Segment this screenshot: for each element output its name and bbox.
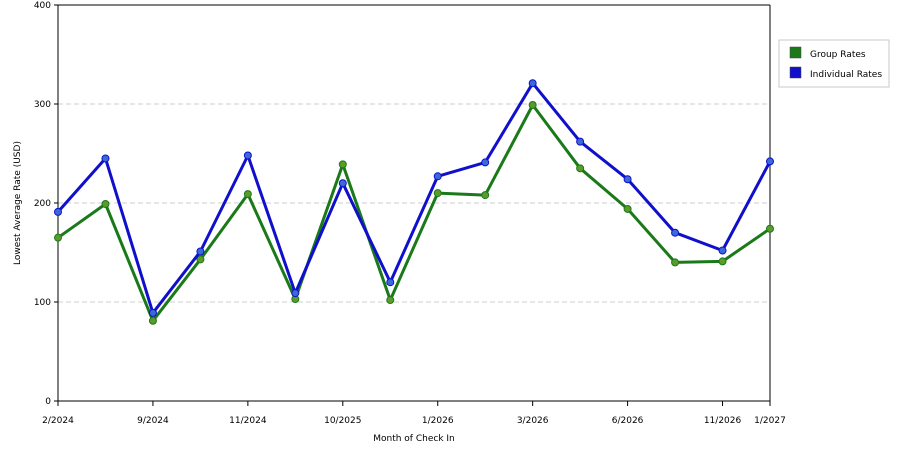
legend-swatch-individual-rates <box>789 66 802 79</box>
series-group <box>54 79 774 325</box>
y-tick-label: 400 <box>34 1 51 11</box>
x-tick-label: 3/2026 <box>517 416 549 426</box>
y-axis-title: Lowest Average Rate (USD) <box>13 141 23 265</box>
data-point-group-rates <box>386 296 395 305</box>
data-point-group-rates <box>481 191 490 200</box>
x-tick-label: 6/2026 <box>612 416 644 426</box>
data-point-individual-rates <box>291 289 300 298</box>
data-point-group-rates <box>671 258 680 267</box>
data-point-group-rates <box>766 224 774 233</box>
series-individual-rates <box>54 79 774 317</box>
x-tick-label: 1/2027 <box>754 416 786 426</box>
y-tick-label: 100 <box>34 298 51 308</box>
data-point-individual-rates <box>196 247 205 256</box>
data-point-group-rates <box>196 255 205 264</box>
x-tick-label: 2/2024 <box>42 416 74 426</box>
data-point-individual-rates <box>54 207 62 216</box>
data-point-group-rates <box>243 190 252 199</box>
x-axis-title: Month of Check In <box>373 434 455 444</box>
data-point-individual-rates <box>433 172 442 181</box>
data-point-individual-rates <box>386 278 395 287</box>
data-point-individual-rates <box>148 308 157 317</box>
legend: Group Rates Individual Rates <box>778 39 890 88</box>
data-point-individual-rates <box>766 157 774 166</box>
data-point-individual-rates <box>623 175 632 184</box>
grid-lines <box>58 103 770 303</box>
x-tick-label: 9/2024 <box>137 416 169 426</box>
data-point-group-rates <box>623 204 632 213</box>
data-point-individual-rates <box>718 246 727 255</box>
data-point-individual-rates <box>576 137 585 146</box>
legend-label-group-rates: Group Rates <box>810 50 866 60</box>
data-point-individual-rates <box>671 228 680 237</box>
data-point-group-rates <box>338 160 347 169</box>
data-point-individual-rates <box>528 79 537 88</box>
x-tick-label: 11/2024 <box>229 416 267 426</box>
data-point-group-rates <box>54 233 62 242</box>
data-point-group-rates <box>576 164 585 173</box>
x-tick-label: 1/2026 <box>422 416 454 426</box>
y-tick-label: 0 <box>45 397 51 407</box>
data-point-group-rates <box>433 189 442 198</box>
y-tick-label: 300 <box>34 100 51 110</box>
series-line-individual-rates <box>56 81 772 315</box>
data-point-individual-rates <box>243 151 252 160</box>
series-group-rates <box>54 100 774 325</box>
data-point-group-rates <box>101 199 110 208</box>
tick-labels: 0 100 200 300 400 2/2024 9/2024 11/2024 10/2025 1… <box>34 1 786 426</box>
data-point-individual-rates <box>481 158 490 167</box>
data-point-group-rates <box>718 257 727 266</box>
y-tick-label: 200 <box>34 199 51 209</box>
legend-label-individual-rates: Individual Rates <box>810 70 882 80</box>
series-line-group-rates <box>57 103 771 323</box>
legend-swatch-group-rates <box>789 46 802 59</box>
data-point-individual-rates <box>101 154 110 163</box>
axes <box>54 4 771 406</box>
data-point-individual-rates <box>338 179 347 188</box>
data-point-group-rates <box>528 100 537 109</box>
data-point-group-rates <box>148 316 157 325</box>
x-tick-label: 10/2025 <box>324 416 361 426</box>
x-tick-label: 11/2026 <box>704 416 742 426</box>
